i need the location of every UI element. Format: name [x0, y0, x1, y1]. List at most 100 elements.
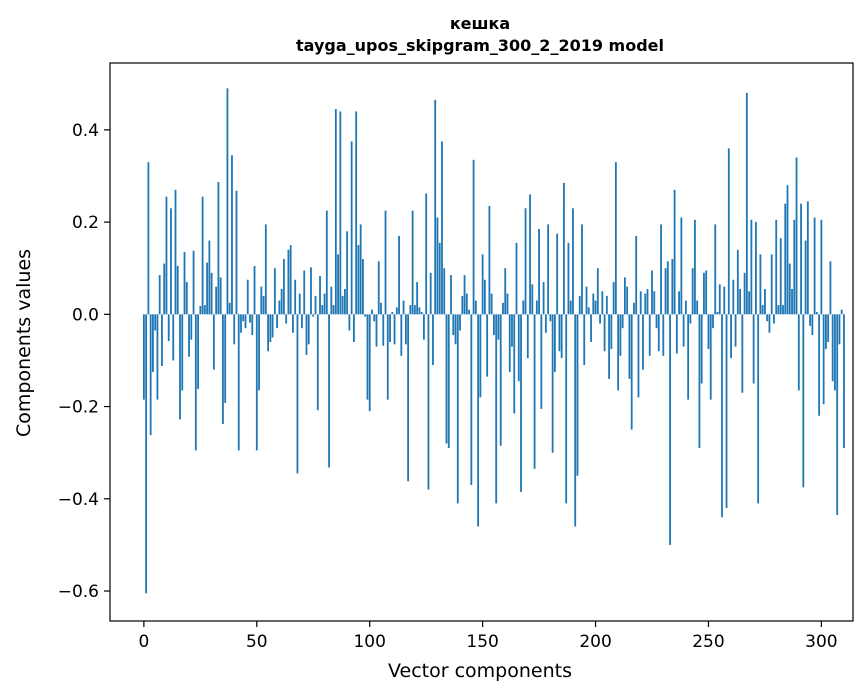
bar: [447, 314, 450, 449]
bar: [474, 300, 477, 315]
bar: [296, 314, 299, 474]
bar: [730, 314, 732, 359]
bar: [511, 314, 513, 347]
bar: [362, 258, 364, 315]
bar: [398, 235, 400, 315]
y-tick-label: 0.4: [72, 121, 99, 141]
bar: [468, 309, 470, 315]
bar: [260, 286, 263, 315]
bar: [407, 314, 410, 482]
bar: [610, 314, 613, 349]
bar: [644, 293, 647, 315]
bar: [732, 279, 735, 315]
bar: [811, 314, 814, 336]
bar: [244, 314, 247, 329]
bar: [161, 314, 163, 366]
bar: [434, 99, 437, 315]
bar: [432, 314, 434, 366]
bar: [163, 263, 166, 315]
bar: [235, 190, 238, 315]
bar: [438, 242, 441, 315]
bar: [217, 181, 220, 315]
bar: [619, 314, 622, 356]
bar: [359, 224, 362, 315]
bar: [703, 272, 705, 315]
bar: [750, 219, 753, 315]
bar: [156, 314, 159, 400]
bar: [253, 265, 256, 315]
bar: [222, 314, 224, 425]
bar: [779, 238, 782, 315]
bar: [152, 314, 154, 372]
bar: [673, 189, 676, 315]
bar: [298, 293, 301, 315]
chart-subtitle: tayga_upos_skipgram_300_2_2019 model: [296, 36, 664, 55]
bar: [635, 235, 638, 315]
bar: [594, 300, 597, 315]
bar: [348, 314, 351, 331]
bar: [307, 314, 310, 345]
bar: [626, 286, 629, 315]
bar: [612, 282, 615, 315]
bar: [165, 196, 168, 315]
bar: [240, 314, 242, 333]
bar: [651, 270, 653, 315]
bar: [822, 314, 825, 405]
bar: [174, 189, 177, 315]
bar: [576, 314, 579, 476]
bar: [795, 157, 798, 315]
bar: [825, 314, 827, 349]
bar: [596, 268, 599, 315]
bar: [201, 196, 204, 315]
bar: [621, 314, 624, 329]
bar: [791, 288, 793, 315]
bar: [639, 291, 642, 315]
bar: [199, 306, 202, 315]
x-axis: 0 50 100 150 200 250 300: [138, 621, 838, 652]
bar: [461, 295, 464, 315]
bar: [289, 245, 292, 315]
bar: [806, 201, 809, 315]
bar: [355, 111, 358, 315]
bar: [709, 314, 712, 400]
bar: [531, 284, 534, 315]
bar: [170, 208, 172, 315]
bar: [179, 314, 181, 420]
bar: [341, 295, 344, 315]
bar: [450, 275, 452, 315]
bar: [671, 258, 674, 315]
bar: [172, 314, 175, 361]
bar: [228, 302, 231, 315]
bar: [599, 314, 601, 324]
bar: [249, 314, 251, 323]
bar: [723, 286, 726, 315]
bar: [802, 314, 805, 488]
bar: [678, 291, 681, 315]
bar: [669, 314, 671, 545]
bar: [262, 295, 265, 315]
bar: [386, 314, 389, 400]
bar: [549, 314, 552, 322]
bar: [316, 314, 319, 411]
bar: [292, 314, 294, 333]
bar: [551, 314, 554, 453]
y-tick-label: −0.4: [58, 490, 99, 510]
bar: [188, 314, 190, 357]
bar: [310, 267, 312, 315]
bar: [190, 314, 193, 340]
bar: [493, 314, 495, 336]
bar: [488, 205, 491, 315]
bar: [149, 314, 152, 436]
bar: [653, 291, 656, 315]
bar: [698, 314, 701, 449]
bar: [664, 268, 667, 315]
bar: [280, 288, 283, 315]
bar: [782, 305, 784, 315]
bar: [215, 286, 218, 315]
bar: [581, 224, 583, 315]
bar: [472, 159, 475, 315]
bar: [314, 295, 317, 315]
bar: [754, 222, 757, 315]
bar: [718, 284, 721, 315]
bar: [147, 162, 150, 315]
